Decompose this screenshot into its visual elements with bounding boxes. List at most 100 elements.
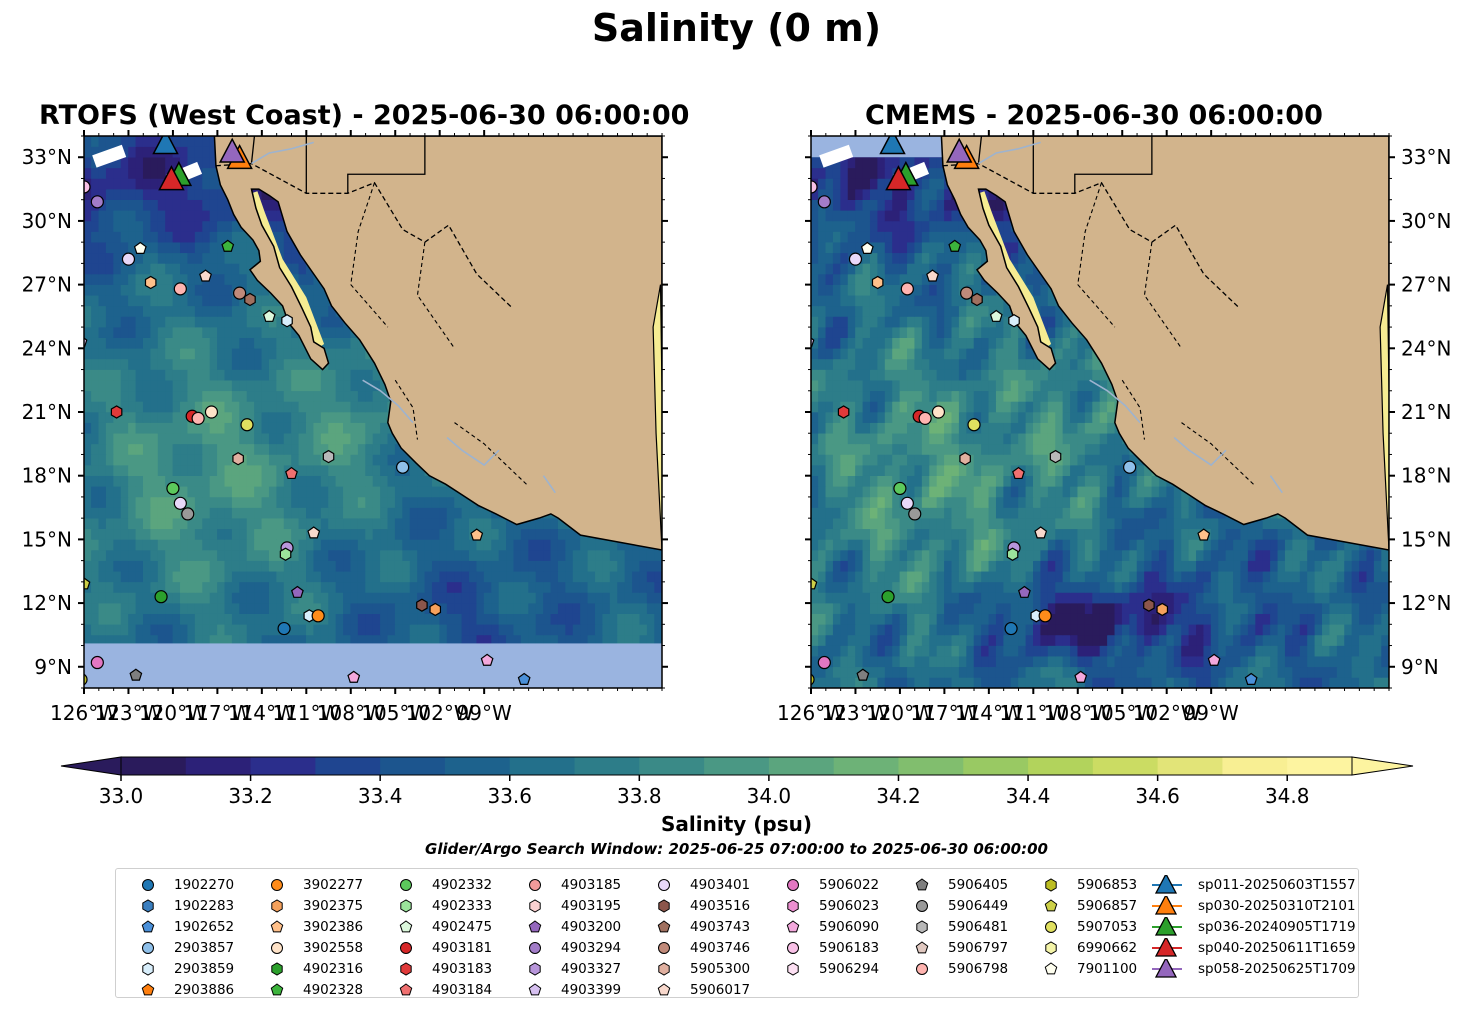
argo-float-marker [480,653,494,666]
lon-tick-label: 123°W [94,701,162,725]
legend-label: sp040-20250611T1659 [1198,940,1356,956]
legend-label: 4903401 [690,877,751,893]
colorbar-bin [639,757,705,775]
river [1173,436,1227,467]
legend-label: 1902270 [174,877,235,893]
argo-float-marker [154,590,168,604]
colorbar-bin [1092,757,1159,775]
hexagon-marker-icon [142,962,154,976]
colorbar-bin [768,757,835,775]
legend-label: sp011-20250603T1557 [1198,877,1356,893]
legend-label: sp036-20240905T1719 [1198,919,1356,935]
argo-float-marker [1244,672,1258,685]
argo-float-marker [166,481,180,496]
country-border [942,162,1240,309]
right-map-panel: 33°N 30°N 27°N 24°N 21°N 18°N 15°N 12°N 9°N 126°W… [777,130,1451,725]
gulf-of-california [978,191,1052,349]
argo-float-marker [1049,449,1062,464]
legend-label: 4903294 [561,940,622,956]
lon-tick-label: 102°W [1133,701,1201,725]
legend-label: 5906090 [819,919,880,935]
legend-label: 5906405 [948,877,1009,893]
colorbar-bin [833,757,899,775]
circle-marker-icon [658,942,670,954]
argo-float-marker [285,466,298,480]
state-border [416,242,455,349]
lat-tick-label: 15°N [1401,527,1451,551]
hexagon-marker-icon [787,962,799,976]
hexagon-marker-icon [400,899,412,913]
argo-float-marker [1004,621,1018,636]
lon-tick-label: 117°W [910,701,978,725]
colorbar-bin [963,757,1029,775]
argo-float-marker [817,195,831,209]
argo-float-marker [311,609,325,623]
triangle-marker-icon [1152,938,1182,957]
circle-marker-icon [529,942,541,954]
circle-marker-icon [916,900,928,912]
lat-tick-label: 27°N [22,273,72,297]
hexagon-marker-icon [271,899,283,913]
colorbar: 33.0 33.2 33.4 33.6 33.8 34.0 34.2 34.4 34.6 34.8 [60,756,1414,808]
legend-label: sp058-20250625T1709 [1198,961,1356,977]
legend-label: 1902652 [174,919,235,935]
pentagon-marker-icon [528,920,542,933]
pentagon-marker-icon [915,941,929,954]
legend-label: 5907053 [1077,919,1138,935]
hexagon-marker-icon [1045,941,1057,955]
legend-label: 5906798 [948,961,1009,977]
argo-float-marker [811,673,815,686]
circle-marker-icon [1045,921,1057,933]
legend-label: 5906853 [1077,877,1138,893]
argo-float-marker [279,547,292,561]
argo-float-marker [1012,466,1025,480]
pentagon-marker-icon [141,983,155,996]
colorbar-bin [380,757,446,775]
argo-float-marker [277,621,291,636]
glider-marker [885,165,912,191]
legend-label: 5906481 [948,919,1009,935]
colorbar-bin [1157,757,1223,775]
pentagon-marker-icon [657,920,671,933]
legend-label: 3902558 [303,940,364,956]
argo-float-marker [173,282,187,296]
right-panel-title: CMEMS - 2025-06-30 06:00:00 [865,100,1323,131]
pentagon-marker-icon [657,983,671,996]
river [362,379,414,424]
legend-label: 4903184 [432,982,493,998]
circle-marker-icon [916,963,928,975]
river [1269,475,1283,494]
hexagon-marker-icon [1045,878,1057,892]
colorbar-label: Salinity (psu) [660,812,812,836]
legend-label: 2903886 [174,982,235,998]
circle-marker-icon [787,879,799,891]
lon-tick-label: 111°W [999,701,1067,725]
colorbar-bin [121,757,187,775]
pentagon-marker-icon [786,920,800,933]
lat-tick-label: 9°N [34,655,72,679]
pentagon-marker-icon [528,983,542,996]
lat-tick-label: 9°N [1401,655,1439,679]
glider-marker [158,165,185,191]
glider-direction-arrow [819,144,854,168]
hexagon-marker-icon [142,899,154,913]
legend-label: 4903181 [432,940,493,956]
argo-float-marker [199,269,212,282]
argo-float-marker [1006,547,1019,561]
argo-float-marker [291,585,304,598]
float-legend: 1902270 1902283 1902652 2903857 2903859 29038… [115,868,1359,998]
colorbar-bin [250,757,316,775]
legend-label: 4903195 [561,898,622,914]
argo-float-marker [1038,609,1052,623]
pentagon-marker-icon [141,920,155,933]
left-salinity-field [84,136,662,688]
lat-tick-label: 12°N [22,591,72,615]
state-border [1074,136,1153,194]
argo-float-marker [971,292,983,307]
legend-label: 3902386 [303,919,364,935]
legend-label: 7901100 [1077,961,1138,977]
argo-float-marker [84,577,91,590]
argo-float-marker [232,452,244,466]
legend-label: 4903200 [561,919,622,935]
country-border [215,162,513,309]
